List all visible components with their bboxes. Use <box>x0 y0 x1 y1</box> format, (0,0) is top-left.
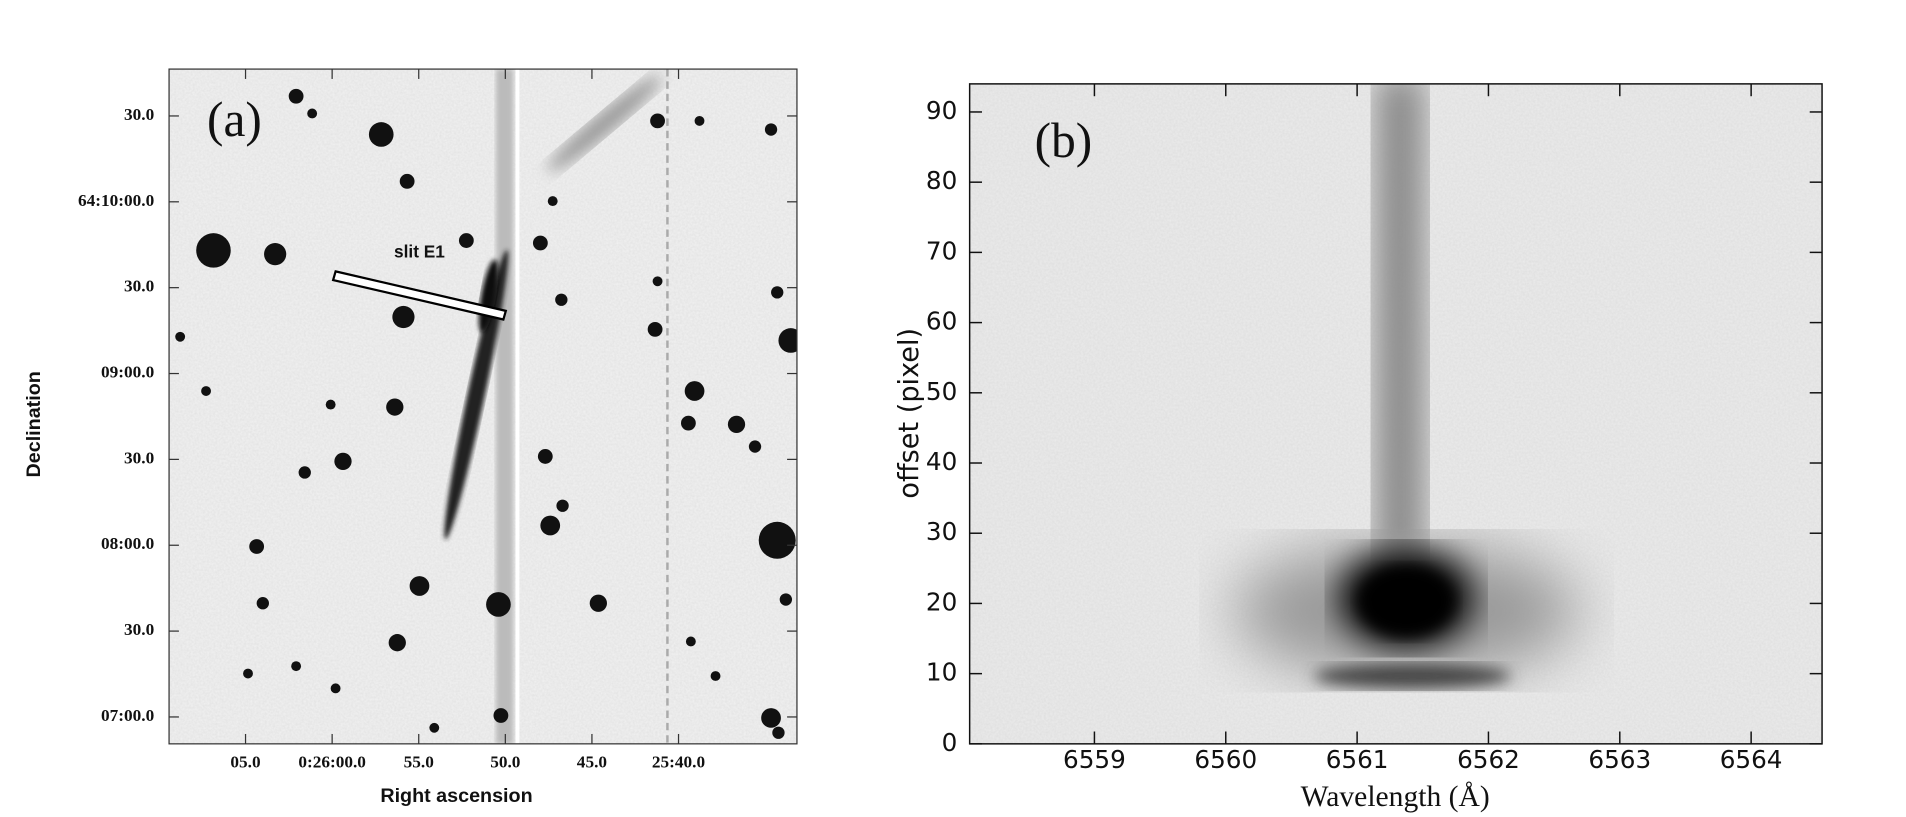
y-axis-label: offset (pixel) <box>894 328 925 499</box>
y-tick-label: 20 <box>926 587 957 616</box>
star <box>537 449 553 464</box>
star <box>758 521 796 559</box>
y-tick-label: 30.0 <box>124 448 154 467</box>
star <box>288 88 304 104</box>
star <box>291 661 302 672</box>
star <box>540 515 561 536</box>
star <box>547 196 558 207</box>
star <box>589 594 607 612</box>
star <box>264 243 287 266</box>
y-axis-label: Declination <box>23 371 45 477</box>
star <box>334 452 352 470</box>
star <box>555 293 568 306</box>
star <box>175 331 186 342</box>
x-tick-label: 6561 <box>1326 745 1389 774</box>
star <box>684 381 705 401</box>
star <box>298 466 311 479</box>
x-tick-label: 50.0 <box>490 753 520 772</box>
y-tick-label: 70 <box>926 236 957 265</box>
star <box>556 499 569 512</box>
slit <box>331 270 508 321</box>
y-tick-label: 30 <box>926 517 957 546</box>
y-tick-label: 40 <box>926 447 957 476</box>
star <box>748 440 762 453</box>
x-tick-label: 6560 <box>1194 745 1257 774</box>
star <box>532 235 548 251</box>
star <box>325 399 336 410</box>
star <box>650 113 665 129</box>
frame-b <box>968 83 1823 745</box>
star <box>779 593 793 606</box>
y-tick-label: 08:00.0 <box>101 534 154 553</box>
star <box>647 321 663 337</box>
star <box>201 386 212 396</box>
y-tick-label: 64:10:00.0 <box>78 191 154 210</box>
x-tick-label: 0:26:00.0 <box>298 753 366 772</box>
y-tick-label: 07:00.0 <box>101 706 154 725</box>
y-tick-label: 50 <box>926 377 957 406</box>
x-tick-label: 25:40.0 <box>652 753 705 772</box>
x-tick-label: 6562 <box>1457 745 1520 774</box>
star <box>764 123 778 136</box>
y-tick-label: 0 <box>942 728 958 757</box>
star <box>680 415 696 431</box>
x-axis-label: Wavelength (Å) <box>1301 781 1490 813</box>
star <box>243 668 253 679</box>
star <box>330 683 341 694</box>
y-tick-label: 30.0 <box>124 105 154 124</box>
x-axis-label: Right ascension <box>380 785 532 807</box>
x-tick-label: 55.0 <box>404 753 434 772</box>
slit-label: slit E1 <box>394 241 445 261</box>
x-tick-label: 05.0 <box>230 753 260 772</box>
star <box>652 276 663 287</box>
y-tick-label: 09:00.0 <box>101 362 154 381</box>
panel-label: (a) <box>207 92 262 147</box>
star <box>399 173 415 189</box>
star <box>429 722 440 733</box>
star <box>458 233 474 248</box>
x-tick-label: 6559 <box>1063 745 1126 774</box>
star <box>256 597 269 610</box>
star <box>307 108 318 119</box>
star <box>778 328 797 353</box>
star <box>685 636 696 647</box>
y-tick-label: 80 <box>926 166 957 195</box>
y-tick-label: 10 <box>926 658 957 687</box>
star <box>772 726 785 739</box>
y-tick-label: 30.0 <box>124 620 154 639</box>
star <box>368 122 394 147</box>
star <box>386 398 404 416</box>
star <box>486 592 511 617</box>
x-tick-label: 6563 <box>1588 745 1651 774</box>
frame-a <box>168 68 798 745</box>
y-tick-label: 90 <box>926 96 957 125</box>
star <box>761 708 781 728</box>
star <box>727 415 746 433</box>
y-tick-label: 30.0 <box>124 277 154 296</box>
star <box>694 115 705 126</box>
star <box>771 286 784 299</box>
star <box>409 576 430 596</box>
star <box>710 671 721 681</box>
star <box>388 634 406 652</box>
star <box>392 305 415 329</box>
y-tick-label: 60 <box>926 307 957 336</box>
star <box>493 708 509 723</box>
spectrum-image <box>969 83 1823 744</box>
x-tick-label: 6564 <box>1720 745 1783 774</box>
sky-image <box>169 69 797 744</box>
star <box>249 539 265 554</box>
panel-label: (b) <box>1035 113 1093 168</box>
x-tick-label: 45.0 <box>577 753 607 772</box>
star <box>196 233 231 268</box>
